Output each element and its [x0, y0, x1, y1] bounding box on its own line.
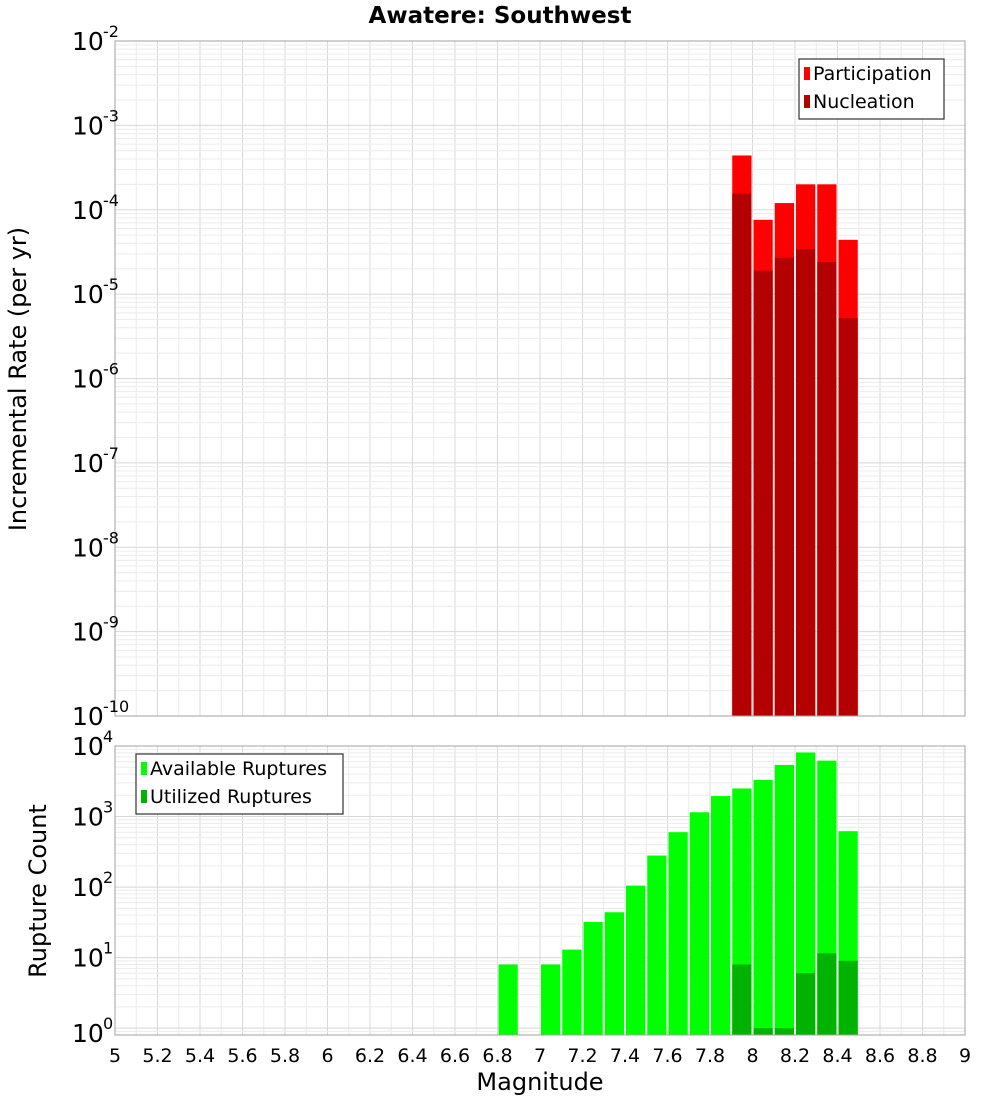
rate-ytick-exponent: -8: [103, 528, 119, 547]
xtick-label: 5.2: [142, 1045, 172, 1067]
count-ytick-exponent: 1: [103, 939, 113, 958]
count-bar-primary: [668, 832, 688, 1035]
rate-ytick-label: 10: [72, 618, 104, 647]
rate-legend-swatch: [804, 67, 810, 80]
count-ytick-label: 10: [72, 944, 104, 973]
count-ytick-label: 10: [72, 1019, 104, 1048]
count-legend: Available Ruptures Utilized Ruptures: [135, 753, 344, 815]
bottom-ylabel: Rupture Count: [24, 804, 52, 978]
count-bar-primary: [753, 779, 773, 1035]
rate-bar-secondary: [732, 193, 752, 716]
rate-ytick-label: 10: [72, 27, 104, 56]
xtick-label: 5.8: [270, 1045, 300, 1067]
rate-bar-secondary: [838, 318, 858, 716]
count-ytick-label: 10: [72, 732, 104, 761]
count-ytick-exponent: 3: [103, 798, 113, 817]
count-bar-secondary: [817, 953, 837, 1035]
rate-ytick-exponent: -5: [103, 275, 119, 294]
count-bar-primary: [689, 812, 709, 1035]
rate-legend: Participation Nucleation: [798, 58, 945, 120]
rate-ytick-exponent: -6: [103, 360, 119, 379]
count-ytick-label: 10: [72, 803, 104, 832]
rate-ytick-exponent: -9: [103, 613, 119, 632]
rate-ytick-exponent: -3: [103, 106, 119, 125]
xtick-label: 6.4: [397, 1045, 427, 1067]
rate-bar-secondary: [817, 262, 837, 716]
count-ytick-exponent: 0: [103, 1014, 113, 1033]
count-bar-primary: [647, 855, 667, 1035]
rate-frame: [114, 40, 966, 717]
xlabel: Magnitude: [476, 1068, 603, 1096]
xtick-label: 6.6: [440, 1045, 470, 1067]
xtick-label: 5.6: [227, 1045, 257, 1067]
count-panel: 10 010 110 210 310 45 5.2 5.4 5.6 5.8 6 6.2 6.4 6.6 6.…: [72, 727, 971, 1067]
rate-legend-label: Nucleation: [813, 91, 915, 113]
xtick-label: 8: [746, 1045, 758, 1067]
rate-ytick-exponent: -7: [103, 444, 119, 463]
xtick-label: 6: [321, 1045, 333, 1067]
rate-ytick-label: 10: [72, 533, 104, 562]
rate-ytick-label: 10: [72, 111, 104, 140]
xtick-label: 8.2: [780, 1045, 810, 1067]
count-bar-primary: [541, 964, 561, 1035]
count-frame: [114, 745, 966, 1036]
xtick-label: 8.4: [822, 1045, 852, 1067]
rate-bar-secondary: [753, 270, 773, 716]
top-ylabel: Incremental Rate (per yr): [4, 227, 32, 531]
count-bar-primary: [796, 752, 816, 1035]
count-bar-secondary: [796, 973, 816, 1035]
count-ytick-exponent: 2: [103, 868, 113, 887]
count-legend-label: Available Ruptures: [150, 758, 327, 780]
xtick-label: 5.4: [185, 1045, 215, 1067]
xtick-label: 7.6: [652, 1045, 682, 1067]
count-bar-primary: [711, 796, 731, 1035]
rate-bar-secondary: [796, 249, 816, 716]
rate-legend-swatch: [804, 95, 810, 108]
rate-bar-secondary: [774, 257, 794, 716]
xtick-label: 8.8: [907, 1045, 937, 1067]
count-bar-secondary: [753, 1028, 773, 1035]
xtick-label: 7: [534, 1045, 546, 1067]
count-bar-secondary: [774, 1028, 794, 1035]
count-legend-label: Utilized Ruptures: [150, 786, 312, 808]
count-legend-swatch: [141, 790, 147, 803]
xtick-label: 6.8: [482, 1045, 512, 1067]
rate-ytick-exponent: -4: [103, 191, 119, 210]
rate-ytick-label: 10: [72, 196, 104, 225]
count-bar-secondary: [732, 964, 752, 1035]
xtick-label: 8.6: [865, 1045, 895, 1067]
rate-ytick-label: 10: [72, 280, 104, 309]
rate-legend-label: Participation: [813, 63, 932, 85]
xtick-label: 5: [109, 1045, 121, 1067]
chart-title: Awatere: Southwest: [369, 3, 632, 29]
count-bar-primary: [626, 885, 646, 1035]
count-ytick-label: 10: [72, 873, 104, 902]
count-ytick-exponent: 4: [103, 727, 113, 746]
count-bar-primary: [498, 964, 518, 1035]
count-bar-primary: [583, 921, 603, 1035]
count-bar-primary: [774, 764, 794, 1035]
xtick-label: 9: [959, 1045, 971, 1067]
rate-ytick-label: 10: [72, 702, 104, 731]
rate-ytick-exponent: -2: [103, 22, 119, 41]
count-bar-secondary: [838, 960, 858, 1035]
rate-legend-box: [798, 58, 945, 120]
rate-ytick-label: 10: [72, 365, 104, 394]
count-bar-primary: [604, 912, 624, 1035]
rate-ytick-exponent: -10: [103, 697, 129, 716]
xtick-label: 6.2: [355, 1045, 385, 1067]
xtick-label: 7.2: [567, 1045, 597, 1067]
count-legend-box: [135, 753, 344, 815]
rate-ytick-label: 10: [72, 449, 104, 478]
xtick-label: 7.4: [610, 1045, 640, 1067]
count-bar-primary: [562, 949, 582, 1035]
count-legend-swatch: [141, 762, 147, 775]
xtick-label: 7.8: [695, 1045, 725, 1067]
